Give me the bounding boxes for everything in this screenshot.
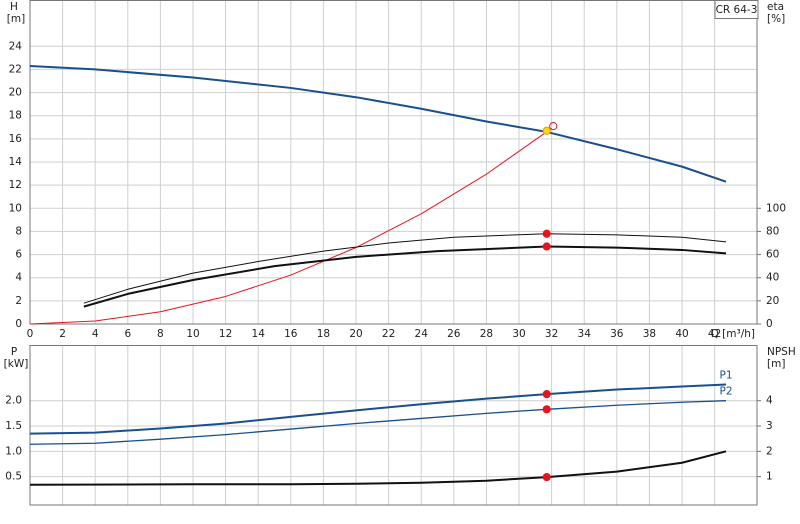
y-tick-label: 0	[15, 318, 22, 330]
y-tick-label: 4	[15, 272, 22, 284]
y-tick-label: 6	[15, 249, 22, 261]
curve	[29, 64, 727, 183]
chart-title: CR 64-3	[716, 4, 758, 16]
duty-point	[549, 122, 558, 131]
y2-axis-title: eta	[767, 1, 784, 13]
curve	[83, 245, 727, 308]
x-tick-label: 0	[27, 328, 34, 340]
duty-point	[542, 405, 551, 414]
x-tick-label: 36	[610, 328, 624, 340]
y2-tick-label: 20	[766, 295, 779, 307]
y-axis-unit: [kW]	[4, 358, 29, 370]
y2-tick-label: 4	[766, 395, 773, 407]
curve	[29, 383, 727, 435]
x-tick-label: 28	[480, 328, 493, 340]
x-axis-title: Q [m³/h]	[711, 328, 755, 340]
title-box	[714, 0, 759, 19]
x-tick-label: 38	[643, 328, 656, 340]
x-tick-label: 34	[578, 328, 592, 340]
x-tick-label: 12	[219, 328, 232, 340]
plot-frame	[29, 345, 758, 506]
y2-tick-label: 80	[766, 225, 779, 237]
y2-tick-label: 100	[766, 202, 786, 214]
y-tick-label: 18	[9, 110, 22, 122]
x-tick-label: 20	[349, 328, 362, 340]
x-tick-label: 6	[124, 328, 131, 340]
x-tick-label: 4	[92, 328, 99, 340]
x-tick-label: 24	[415, 328, 429, 340]
y-tick-label: 20	[9, 87, 22, 99]
y-tick-label: 1.5	[5, 420, 22, 432]
y2-tick-label: 2	[766, 445, 773, 457]
y-axis-title: P	[11, 346, 17, 358]
curve	[29, 127, 552, 325]
duty-point	[542, 390, 551, 399]
x-tick-label: 8	[157, 328, 164, 340]
y2-axis-unit: [m]	[767, 358, 785, 370]
y-tick-label: 16	[9, 133, 23, 145]
y2-axis-unit: [%]	[767, 13, 785, 25]
duty-point	[542, 242, 551, 251]
duty-point	[542, 229, 551, 238]
series-label: P2	[720, 386, 733, 398]
y2-tick-label: 1	[766, 471, 773, 483]
x-tick-label: 2	[59, 328, 66, 340]
x-tick-label: 22	[382, 328, 395, 340]
x-tick-label: 42	[708, 328, 721, 340]
y2-tick-label: 3	[766, 420, 773, 432]
y2-tick-label: 0	[766, 318, 773, 330]
duty-point	[542, 473, 551, 482]
x-tick-label: 10	[186, 328, 199, 340]
y-axis-unit: [m]	[7, 13, 25, 25]
x-tick-label: 40	[675, 328, 688, 340]
y2-tick-label: 60	[766, 249, 779, 261]
y-tick-label: 22	[9, 63, 22, 75]
y2-tick-label: 40	[766, 272, 779, 284]
x-tick-label: 26	[447, 328, 461, 340]
y-tick-label: 14	[9, 156, 23, 168]
y-tick-label: 2	[15, 295, 22, 307]
y-tick-label: 12	[9, 179, 22, 191]
curve	[29, 450, 727, 486]
y-tick-label: 1.0	[5, 445, 22, 457]
x-tick-label: 16	[284, 328, 298, 340]
y-axis-title: H	[10, 1, 18, 13]
x-tick-label: 18	[317, 328, 330, 340]
x-tick-label: 32	[545, 328, 558, 340]
x-tick-label: 14	[252, 328, 266, 340]
plot-frame	[29, 0, 758, 325]
curve	[83, 233, 727, 304]
x-tick-label: 30	[512, 328, 525, 340]
y-tick-label: 2.0	[5, 395, 22, 407]
y-tick-label: 8	[15, 225, 22, 237]
y2-axis-title: NPSH	[767, 346, 796, 358]
series-label: P1	[720, 369, 733, 381]
duty-point	[542, 126, 551, 135]
y-tick-label: 10	[9, 202, 22, 214]
y-tick-label: 0.5	[5, 471, 22, 483]
y-tick-label: 24	[9, 40, 23, 52]
curve	[29, 400, 727, 445]
